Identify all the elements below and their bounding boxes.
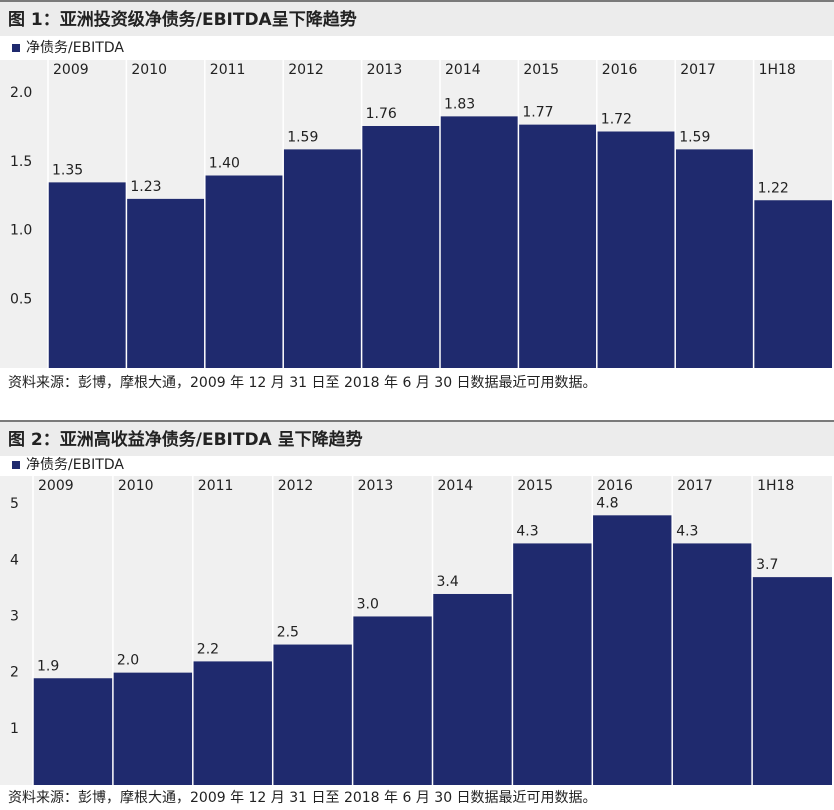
category-label: 1H18 [757,478,794,494]
bar [33,678,113,785]
value-label: 3.7 [756,557,778,573]
y-tick-label: 3 [10,608,19,624]
legend-swatch [12,461,20,469]
value-label: 1.76 [366,106,397,122]
category-label: 2014 [438,478,474,494]
chart-title: 图 1：亚洲投资级净债务/EBITDA呈下降趋势 [8,9,357,30]
y-tick-label: 2 [10,665,19,681]
source-note: 资料来源：彭博，摩根大通，2009 年 12 月 31 日至 2018 年 6 … [8,789,597,806]
value-label: 1.35 [52,162,83,178]
value-label: 1.59 [679,129,710,145]
chart-title: 图 2：亚洲高收益净债务/EBITDA 呈下降趋势 [8,429,363,450]
value-label: 2.0 [117,653,139,669]
value-label: 1.83 [444,96,475,112]
category-label: 2010 [131,62,167,78]
value-label: 1.59 [287,129,318,145]
category-label: 2015 [523,62,559,78]
category-label: 2010 [118,478,154,494]
bar [753,200,832,368]
value-label: 2.5 [277,625,299,641]
title-bar [0,0,834,36]
y-tick-label: 1.0 [10,223,32,239]
bar [512,543,593,785]
y-tick-label: 4 [10,552,19,568]
value-label: 1.22 [758,180,789,196]
category-label: 2012 [278,478,314,494]
value-label: 1.23 [130,179,161,195]
bar [192,661,273,785]
title-bar [0,420,834,456]
value-label: 1.77 [522,105,553,121]
value-label: 1.40 [209,156,240,172]
y-tick-label: 5 [10,496,19,512]
category-label: 2009 [53,62,89,78]
legend-label: 净债务/EBITDA [26,40,124,56]
legend-label: 净债务/EBITDA [26,457,124,473]
value-label: 1.9 [37,658,59,674]
bar [283,149,362,368]
value-label: 1.72 [601,112,632,128]
category-label: 2009 [38,478,74,494]
bar [675,149,754,368]
bar [518,124,597,368]
category-label: 2011 [210,62,246,78]
y-tick-label: 1.5 [10,154,32,170]
bar [596,131,676,368]
value-label: 4.3 [676,523,698,539]
bar [361,126,440,368]
bar [204,175,284,368]
bar [432,593,513,785]
category-label: 2016 [602,62,638,78]
bar [440,116,519,368]
value-label: 3.0 [357,596,379,612]
value-label: 4.3 [516,523,538,539]
category-label: 2014 [445,62,481,78]
bar [672,543,753,785]
bar [126,198,205,368]
y-tick-label: 0.5 [10,291,32,307]
category-label: 2017 [680,62,716,78]
bar [272,644,353,785]
legend-swatch [12,44,20,52]
category-label: 2013 [358,478,394,494]
bar [752,577,832,785]
y-tick-label: 2.0 [10,85,32,101]
value-label: 4.8 [596,495,618,511]
bar [592,515,673,785]
bar [112,672,193,785]
bar [48,182,127,368]
source-note: 资料来源：彭博，摩根大通，2009 年 12 月 31 日至 2018 年 6 … [8,374,597,391]
value-label: 3.4 [437,574,459,590]
category-label: 2013 [367,62,403,78]
category-label: 2016 [597,478,633,494]
value-label: 2.2 [197,641,219,657]
category-label: 2012 [288,62,324,78]
bar [352,616,433,785]
y-tick-label: 1 [10,721,19,737]
category-label: 2017 [677,478,713,494]
category-label: 2011 [198,478,234,494]
category-label: 2015 [517,478,553,494]
category-label: 1H18 [759,62,796,78]
